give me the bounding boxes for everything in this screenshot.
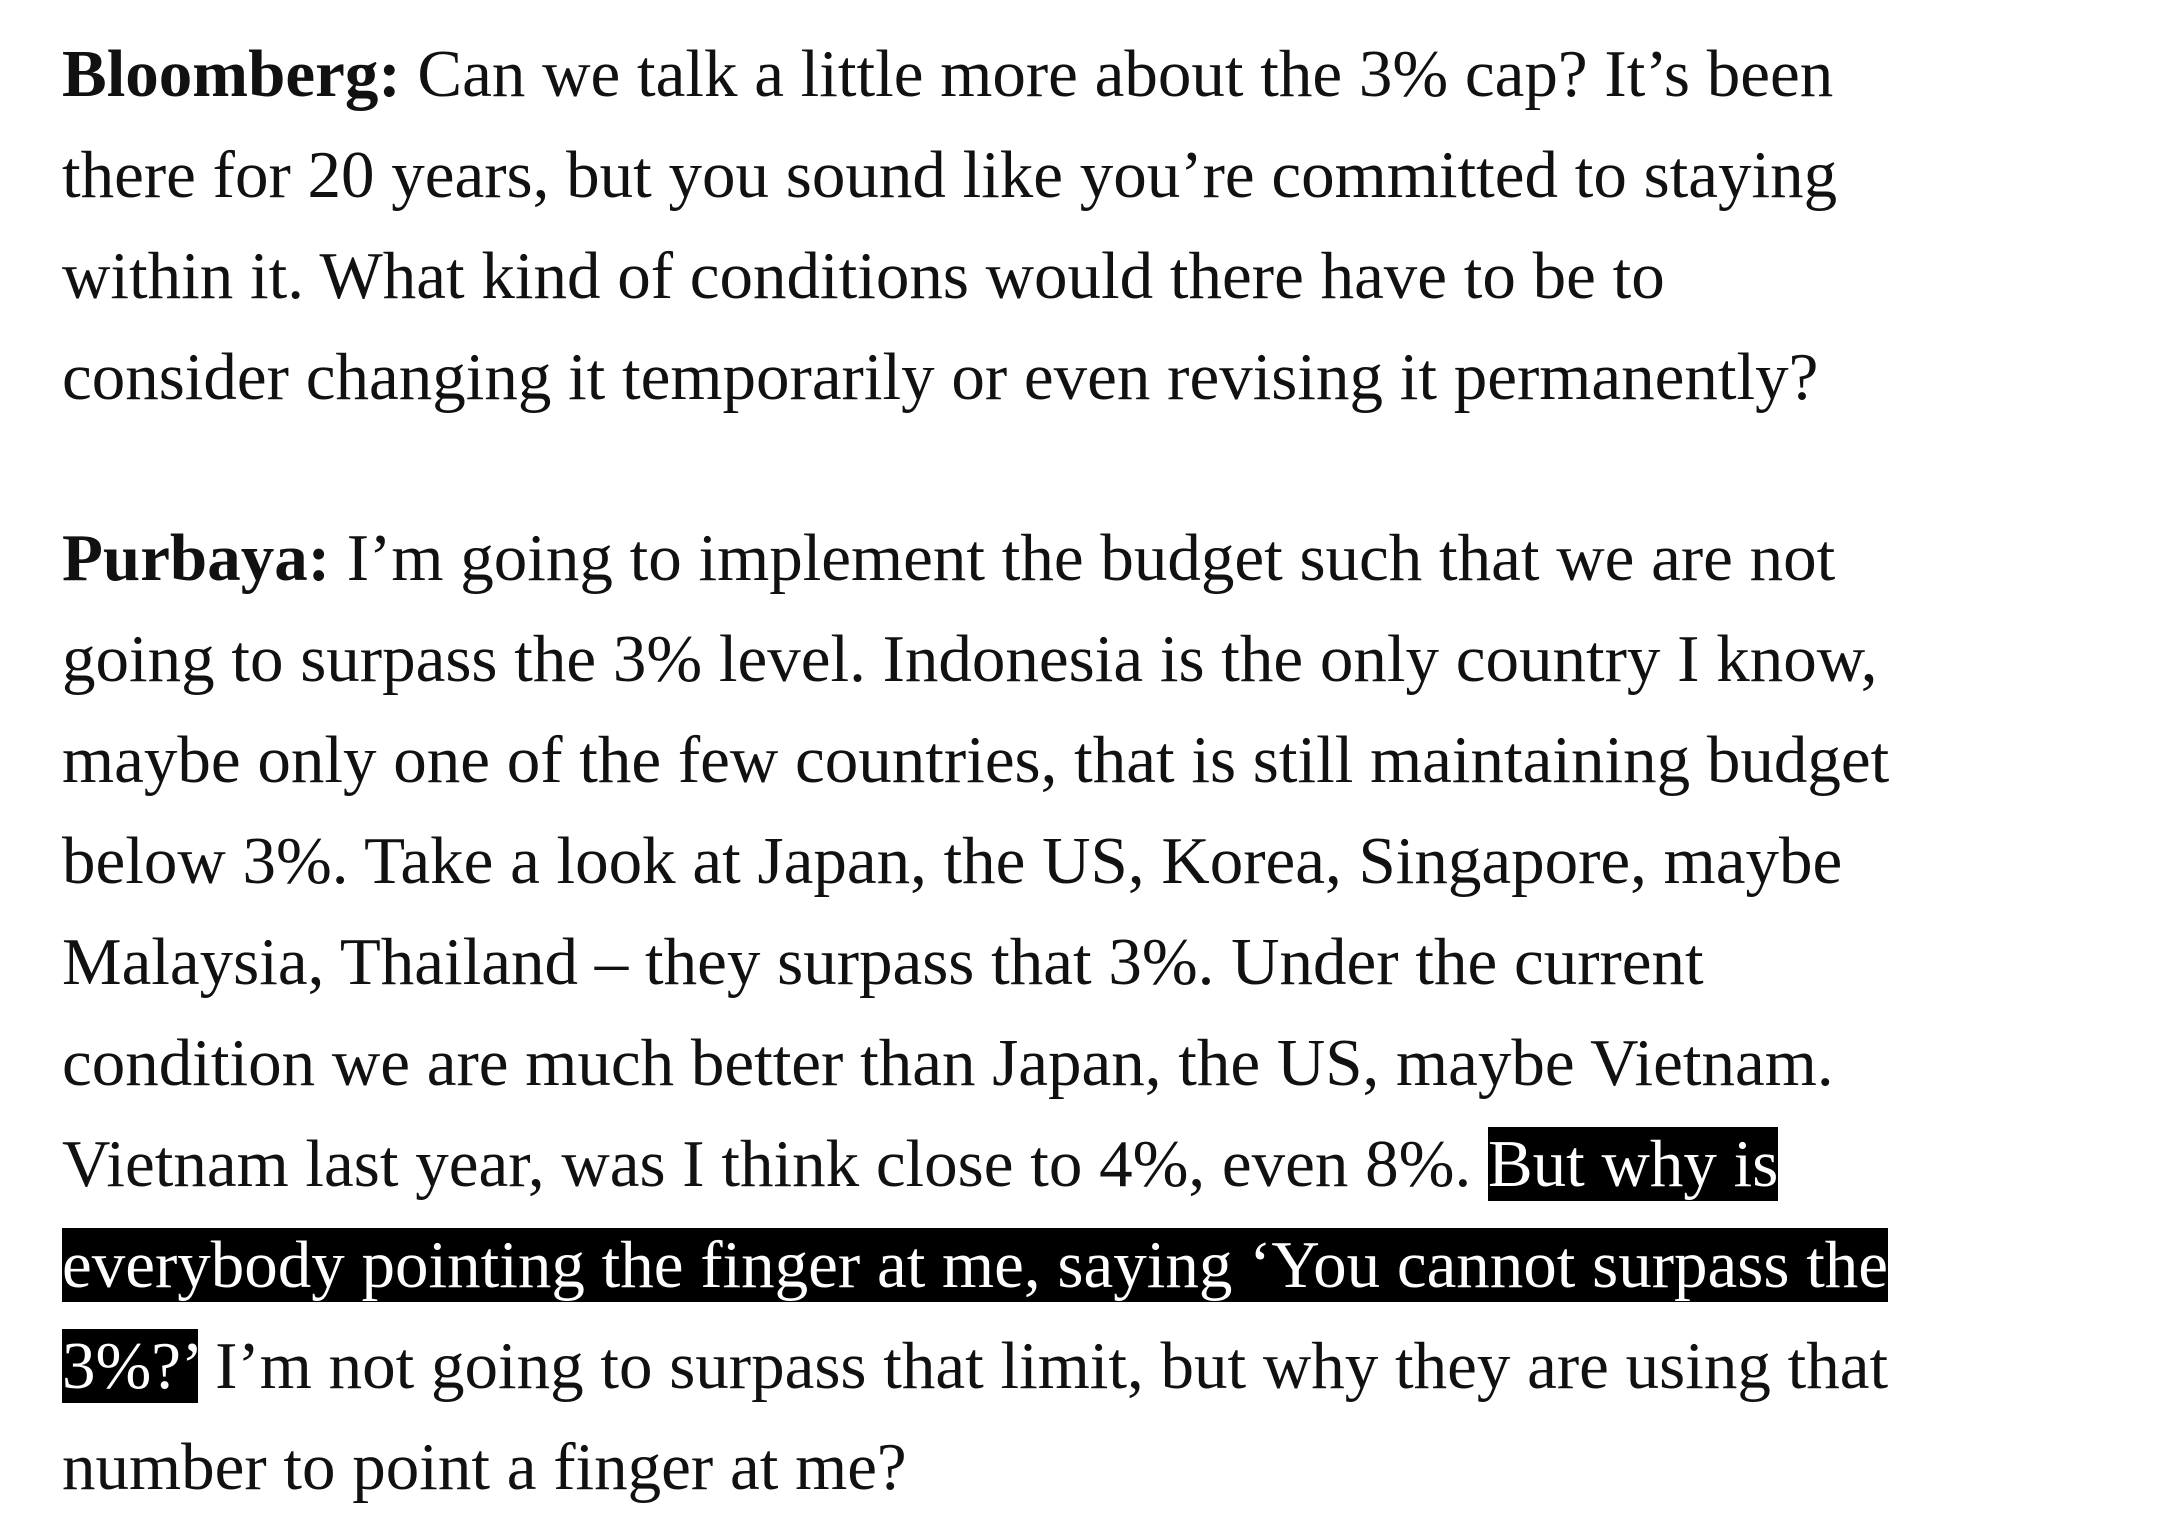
- speaker-label-bloomberg: Bloomberg:: [62, 37, 401, 111]
- speaker-label-purbaya: Purbaya:: [62, 521, 330, 595]
- answer-text-after: I’m not going to surpass that limit, but…: [62, 1329, 1889, 1504]
- question-text: Can we talk a little more about the 3% c…: [62, 37, 1838, 414]
- article-body: Bloomberg: Can we talk a little more abo…: [62, 24, 2142, 1518]
- question-paragraph[interactable]: Bloomberg: Can we talk a little more abo…: [62, 24, 2142, 428]
- answer-text-before: I’m going to implement the budget such t…: [62, 521, 1890, 1201]
- answer-paragraph[interactable]: Purbaya: I’m going to implement the budg…: [62, 508, 2142, 1518]
